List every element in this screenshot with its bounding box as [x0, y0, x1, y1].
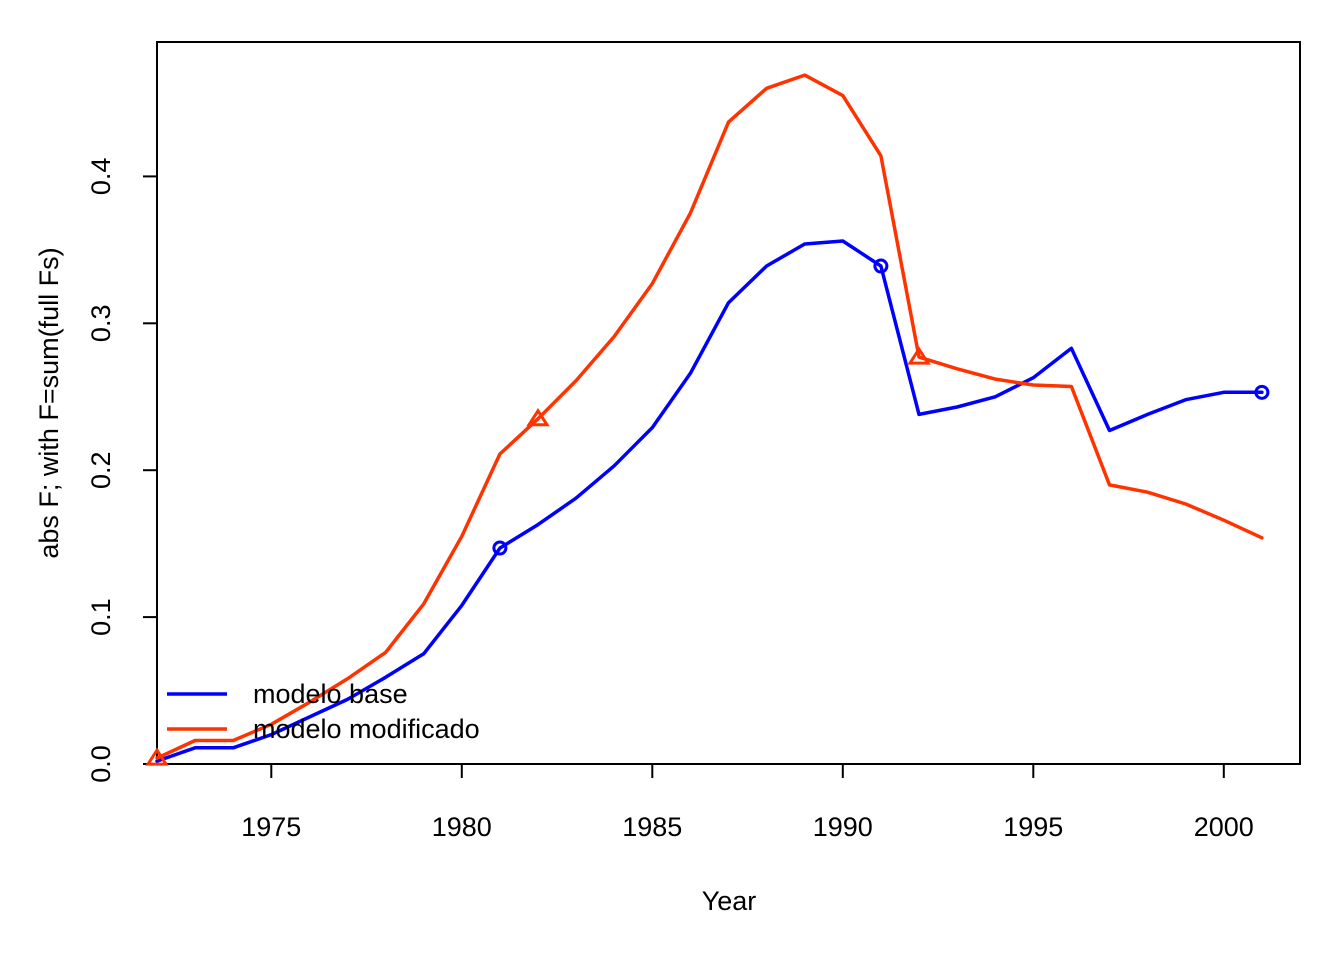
x-tick-label: 1995	[1003, 812, 1063, 842]
y-tick-label: 0.2	[86, 451, 116, 489]
data-point-modelo-modificado	[907, 346, 931, 365]
data-point-modelo-modificado	[145, 747, 169, 766]
legend-label: modelo modificado	[253, 714, 480, 744]
legend-label: modelo base	[253, 679, 408, 709]
y-tick-label: 0.0	[86, 745, 116, 783]
y-tick-label: 0.4	[86, 158, 116, 196]
y-tick-label: 0.1	[86, 598, 116, 636]
data-point-modelo-modificado	[526, 408, 550, 427]
data-point-modelo-base	[873, 258, 889, 274]
y-tick-label: 0.3	[86, 305, 116, 343]
y-axis: 0.0 0.1 0.2 0.3 0.4	[86, 158, 158, 783]
y-axis-title: abs F; with F=sum(full Fs)	[34, 247, 64, 558]
legend: modelo base modelo modificado	[167, 679, 480, 744]
series-line-modelo-modificado	[155, 73, 1264, 760]
series-layer	[145, 73, 1270, 766]
x-tick-label: 1975	[241, 812, 301, 842]
x-tick-label: 1990	[813, 812, 873, 842]
x-tick-label: 1985	[622, 812, 682, 842]
data-point-modelo-base	[492, 540, 508, 556]
x-axis: 1975 1980 1985 1990 1995 2000	[241, 763, 1254, 842]
series-line-modelo-base	[155, 239, 1264, 763]
x-axis-title: Year	[702, 886, 757, 916]
x-tick-label: 2000	[1194, 812, 1254, 842]
x-tick-label: 1980	[432, 812, 492, 842]
data-point-modelo-base	[1254, 384, 1270, 400]
plot-frame	[156, 41, 1301, 765]
